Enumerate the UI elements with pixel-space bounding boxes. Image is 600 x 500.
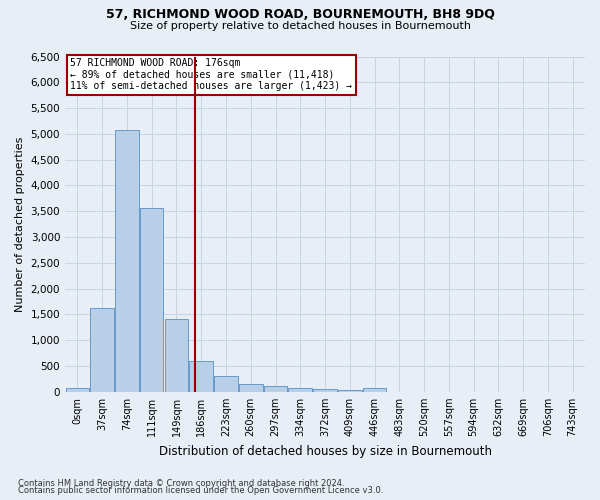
Bar xyxy=(91,308,114,392)
Bar xyxy=(313,389,337,392)
Bar xyxy=(165,319,188,392)
Bar xyxy=(264,386,287,392)
Bar xyxy=(214,376,238,392)
Text: Size of property relative to detached houses in Bournemouth: Size of property relative to detached ho… xyxy=(130,21,470,31)
Text: 57 RICHMOND WOOD ROAD: 176sqm
← 89% of detached houses are smaller (11,418)
11% : 57 RICHMOND WOOD ROAD: 176sqm ← 89% of d… xyxy=(70,58,352,92)
X-axis label: Distribution of detached houses by size in Bournemouth: Distribution of detached houses by size … xyxy=(158,444,491,458)
Bar xyxy=(140,208,163,392)
Bar xyxy=(289,388,312,392)
Text: Contains public sector information licensed under the Open Government Licence v3: Contains public sector information licen… xyxy=(18,486,383,495)
Text: Contains HM Land Registry data © Crown copyright and database right 2024.: Contains HM Land Registry data © Crown c… xyxy=(18,478,344,488)
Bar xyxy=(239,384,263,392)
Bar xyxy=(363,388,386,392)
Bar xyxy=(190,361,213,392)
Y-axis label: Number of detached properties: Number of detached properties xyxy=(15,136,25,312)
Bar xyxy=(65,388,89,392)
Bar xyxy=(338,390,362,392)
Text: 57, RICHMOND WOOD ROAD, BOURNEMOUTH, BH8 9DQ: 57, RICHMOND WOOD ROAD, BOURNEMOUTH, BH8… xyxy=(106,8,494,20)
Bar xyxy=(115,130,139,392)
